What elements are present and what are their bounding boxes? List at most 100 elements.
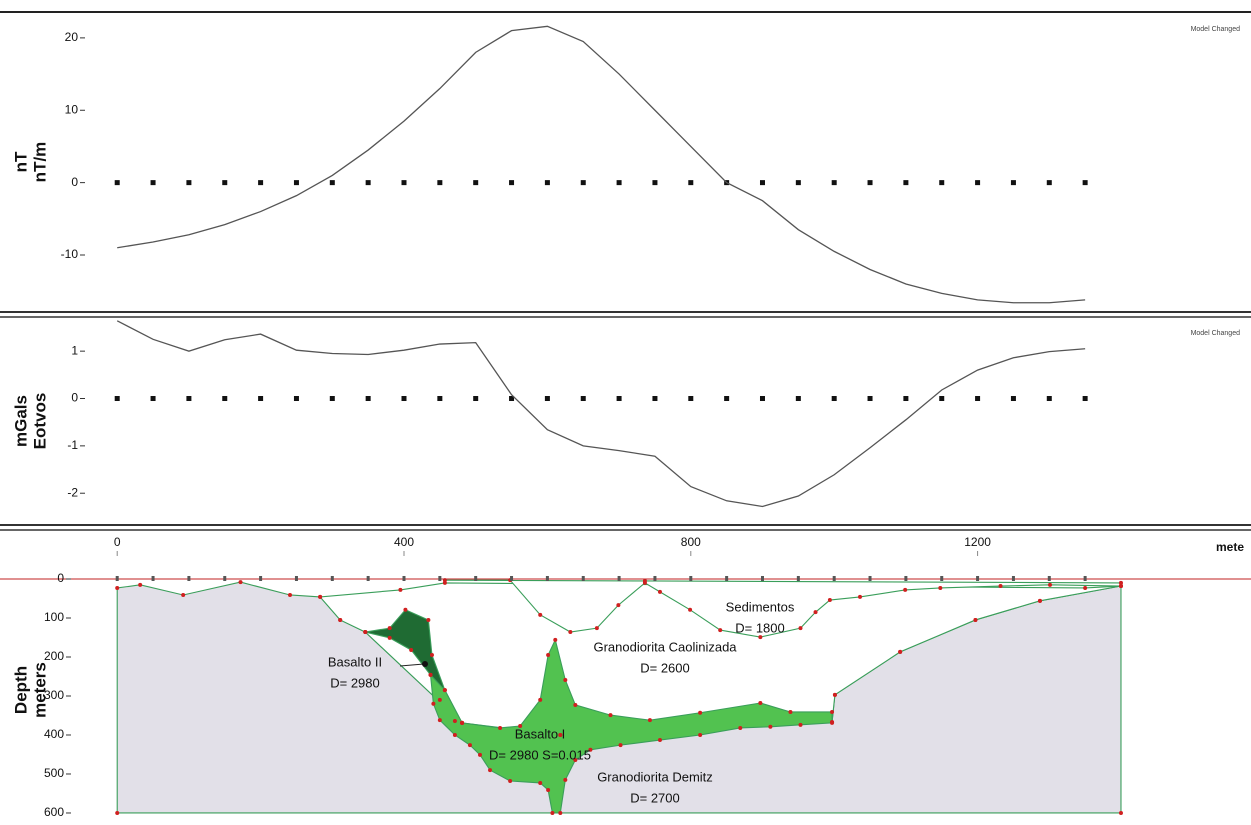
station [223,576,226,581]
x-tick-label: 1200 [964,535,991,549]
station [869,576,872,581]
observed-point [1047,180,1052,185]
vertex [830,721,834,725]
vertex [1083,586,1087,590]
station [546,576,549,581]
observed-point [688,180,693,185]
observed-point [832,396,837,401]
station [797,576,800,581]
y-tick-label: 0 [57,571,64,585]
observed-point [186,180,191,185]
y-tick-label: 0 [71,175,78,189]
observed-point [437,180,442,185]
observed-point [939,180,944,185]
body-density: D= 2980 [330,675,380,690]
vertex [546,788,550,792]
station [1012,576,1015,581]
vertex [758,635,762,639]
vertex [1119,811,1123,815]
observed-point [402,396,407,401]
observed-point [366,396,371,401]
observed-point [868,396,873,401]
body-density: D= 2600 [640,660,690,675]
vertex [903,588,907,592]
vertex [438,718,442,722]
vertex [239,580,243,584]
vertex [798,723,802,727]
observed-point [760,180,765,185]
vertex [546,653,550,657]
observed-point [115,180,120,185]
vertex [460,721,464,725]
vertex [658,590,662,594]
vertex [453,719,457,723]
vertex [388,636,392,640]
vertex [138,583,142,587]
vertex [573,703,577,707]
y-tick-label: 200 [44,649,64,663]
observed-point [294,396,299,401]
station [474,576,477,581]
vertex [768,725,772,729]
y-tick-label: 20 [65,30,79,44]
vertex [563,778,567,782]
vertex [478,753,482,757]
vertex [698,733,702,737]
vertex [550,811,554,815]
observed-point [294,180,299,185]
vertex [608,713,612,717]
observed-point [330,180,335,185]
observed-point [1011,396,1016,401]
observed-point [402,180,407,185]
vertex [288,593,292,597]
vertex [438,698,442,702]
observed-point [903,396,908,401]
y-axis-label: mGals [11,395,30,447]
vertex [430,653,434,657]
page: {"chart_data": [ {"type": "line", "ylabe… [0,0,1251,825]
station [116,576,119,581]
x-tick-label: 400 [394,535,414,549]
vertex [658,738,662,742]
observed-point [796,180,801,185]
observed-point [652,396,657,401]
vertex [363,630,367,634]
body-name: Sedimentos [726,599,795,614]
observed-point [151,396,156,401]
vertex [1119,581,1123,585]
y-tick-label: -2 [67,485,78,499]
vertex [409,648,413,652]
station [331,576,334,581]
vertex [558,811,562,815]
observed-point [832,180,837,185]
vertex [488,768,492,772]
observed-point [581,180,586,185]
vertex [688,608,692,612]
vertex [830,710,834,714]
vertex [616,603,620,607]
vertex [431,702,435,706]
x-tick-label: 0 [114,535,121,549]
observed-point [975,396,980,401]
vertex [973,618,977,622]
station [976,576,979,581]
station [510,576,513,581]
vertex [115,586,119,590]
vertex [833,693,837,697]
vertex [403,608,407,612]
vertex [563,678,567,682]
observed-point [151,180,156,185]
y-tick-label: 0 [71,391,78,405]
observed-point [330,396,335,401]
observed-point [903,180,908,185]
observed-point [760,396,765,401]
vertex [788,710,792,714]
observed-point [186,396,191,401]
x-axis-label: mete [1216,540,1244,554]
status-label: Model Changed [1191,330,1241,337]
vertex [553,638,557,642]
vertex [648,718,652,722]
observed-point [115,396,120,401]
y-axis-label: nT [11,151,30,172]
station [438,576,441,581]
